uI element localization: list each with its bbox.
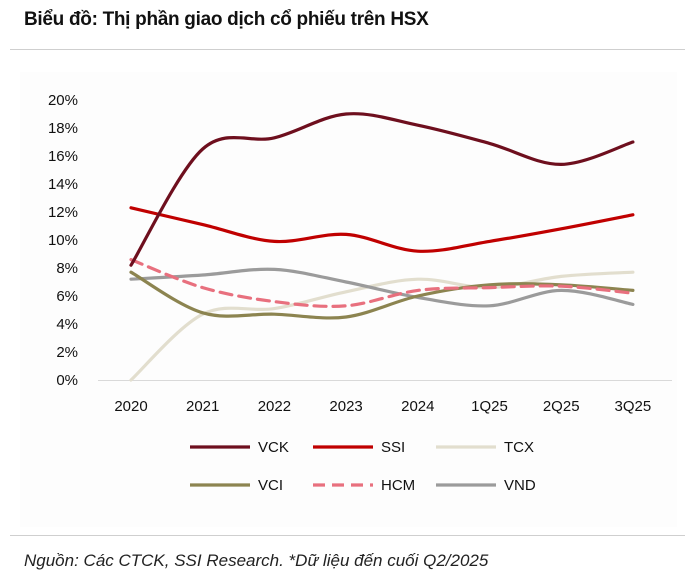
legend-label-ssi: SSI	[381, 439, 405, 456]
legend-label-vck: VCK	[258, 439, 289, 456]
y-tick-label: 12%	[48, 204, 78, 221]
series-line-hcm	[129, 258, 635, 308]
y-tick-label: 16%	[48, 148, 78, 165]
series-line-ssi	[129, 206, 635, 253]
chart-title: Biểu đồ: Thị phần giao dịch cổ phiếu trê…	[24, 9, 429, 30]
x-tick-label: 2020	[114, 398, 147, 415]
x-tick-label: 1Q25	[471, 398, 508, 415]
legend-label-hcm: HCM	[381, 477, 415, 494]
series-line-vck	[129, 112, 635, 267]
y-tick-label: 0%	[56, 372, 78, 389]
y-tick-label: 20%	[48, 92, 78, 109]
y-tick-label: 10%	[48, 232, 78, 249]
top-divider	[10, 49, 685, 50]
x-tick-label: 2022	[258, 398, 291, 415]
y-tick-label: 8%	[56, 260, 78, 277]
series-line-vnd	[129, 267, 635, 308]
legend-label-vnd: VND	[504, 477, 536, 494]
y-tick-label: 14%	[48, 176, 78, 193]
x-tick-label: 2024	[401, 398, 434, 415]
bottom-divider	[10, 535, 685, 536]
series-line-vci	[129, 270, 635, 320]
legend-label-tcx: TCX	[504, 439, 534, 456]
y-tick-label: 2%	[56, 344, 78, 361]
x-tick-label: 3Q25	[615, 398, 652, 415]
y-tick-label: 18%	[48, 120, 78, 137]
x-tick-label: 2021	[186, 398, 219, 415]
x-tick-label: 2Q25	[543, 398, 580, 415]
legend-label-vci: VCI	[258, 477, 283, 494]
chart-area	[20, 72, 677, 527]
y-tick-label: 6%	[56, 288, 78, 305]
source-note: Nguồn: Các CTCK, SSI Research. *Dữ liệu …	[24, 551, 489, 570]
y-tick-label: 4%	[56, 316, 78, 333]
x-tick-label: 2023	[329, 398, 362, 415]
